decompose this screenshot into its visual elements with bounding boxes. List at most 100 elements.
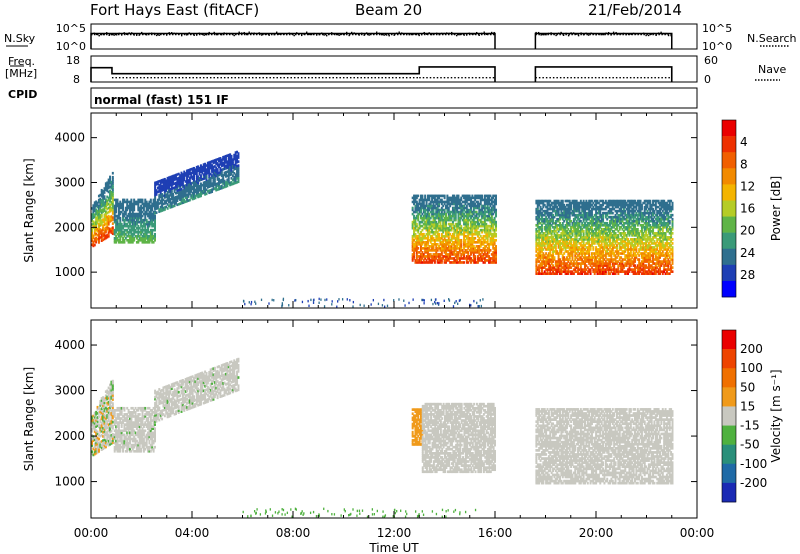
power-panel-cell	[188, 184, 191, 188]
power-panel-cell	[602, 201, 605, 205]
power-panel-cell	[138, 206, 141, 210]
power-panel-cell	[539, 264, 542, 267]
power-panel-cell	[161, 209, 164, 212]
noise-point	[542, 33, 545, 36]
power-panel-cell	[144, 230, 147, 234]
power-panel-cell	[549, 240, 552, 243]
power-panel-cell	[585, 238, 588, 241]
power-panel-cell	[574, 262, 577, 265]
power-panel-cell	[426, 261, 429, 264]
power-panel-cell	[420, 243, 422, 246]
power-panel-cell	[177, 184, 180, 188]
power-panel-cell	[158, 194, 161, 197]
power-panel-cell	[436, 212, 439, 216]
power-panel-cell	[474, 255, 477, 258]
power-panel-cell	[197, 175, 200, 179]
power-panel-cell	[117, 238, 120, 242]
power-panel-cell	[561, 262, 564, 265]
noise-point	[386, 34, 388, 36]
power-panel-cell	[560, 227, 563, 231]
power-panel-cell	[547, 215, 550, 219]
power-panel-cell	[181, 193, 184, 196]
power-panel-cell	[126, 216, 129, 220]
power-panel-cell	[413, 214, 416, 218]
power-panel-cell	[471, 247, 474, 250]
power-panel-cell	[615, 215, 618, 219]
power-panel-cell	[593, 252, 596, 255]
power-panel-cell	[603, 268, 606, 271]
power-panel-cell	[156, 200, 159, 204]
power-panel-cell	[415, 216, 418, 220]
power-panel-cell	[596, 242, 599, 245]
power-panel-cell	[590, 199, 593, 203]
power-panel-cell	[490, 222, 493, 226]
power-panel-cell	[472, 251, 475, 254]
power-panel-cell	[148, 210, 151, 214]
power-panel-cell	[572, 260, 575, 263]
power-panel-cell	[554, 272, 557, 275]
power-panel-cell	[451, 214, 454, 218]
power-panel-cell	[152, 200, 155, 204]
power-panel-cell	[442, 238, 445, 242]
power-panel-cell	[599, 211, 602, 215]
power-panel-cell	[169, 187, 172, 191]
power-panel-cell	[447, 210, 450, 214]
power-panel-cell	[426, 255, 429, 258]
noise-point	[448, 32, 450, 35]
power-panel-cell	[602, 256, 605, 259]
power-panel-cell	[567, 223, 570, 227]
power-panel-cell	[140, 204, 143, 208]
power-panel-cell	[597, 254, 600, 257]
power-panel-cell	[224, 165, 227, 168]
power-panel-cell	[138, 226, 141, 230]
power-panel-cell	[604, 221, 607, 225]
power-panel-cell	[107, 182, 110, 186]
power-panel-cell	[567, 238, 570, 241]
power-panel-cell	[606, 246, 609, 249]
power-panel-cell	[450, 236, 453, 240]
power-panel-cell	[229, 153, 232, 156]
power-panel-cell	[420, 214, 422, 218]
power-panel-cell	[539, 234, 542, 237]
power-panel-cell	[145, 228, 148, 232]
power-panel-cell	[547, 252, 550, 255]
power-panel-cell	[193, 187, 195, 190]
power-panel-cell	[553, 244, 556, 247]
power-panel-cell	[421, 202, 424, 206]
power-panel-cell	[550, 246, 553, 249]
power-panel-cell	[451, 234, 454, 238]
power-panel-cell	[102, 204, 105, 207]
noise-point	[123, 32, 125, 34]
power-panel-cell	[474, 224, 477, 228]
power-panel-cell	[103, 217, 106, 221]
power-panel-cell	[148, 238, 151, 242]
power-panel-cell	[536, 268, 539, 271]
power-panel-cell	[615, 240, 618, 243]
power-panel-cell	[615, 201, 618, 205]
power-panel-cell	[490, 253, 493, 256]
power-panel-cell	[220, 160, 223, 164]
power-panel-cell	[236, 180, 239, 184]
power-panel-cell	[495, 261, 497, 264]
power-panel-cell	[99, 207, 102, 211]
power-panel-cell	[577, 207, 580, 211]
power-panel-cell	[577, 230, 580, 233]
power-panel-cell	[542, 219, 545, 223]
power-panel-cell	[486, 238, 489, 242]
power-panel-cell	[606, 234, 609, 237]
power-panel-cell	[542, 213, 545, 217]
power-panel-cell	[168, 182, 171, 186]
power-panel-cell	[565, 234, 568, 237]
power-panel-cell	[588, 270, 591, 273]
power-panel-cell	[140, 224, 143, 228]
power-panel-cell	[130, 232, 133, 236]
power-panel-cell	[592, 219, 595, 223]
power-panel-cell	[565, 246, 568, 249]
power-panel-cell	[229, 155, 232, 158]
power-panel-cell	[215, 186, 218, 190]
noise-point	[582, 34, 585, 36]
power-panel-cell	[609, 238, 611, 241]
power-panel-cell	[542, 203, 545, 207]
power-panel-cell	[554, 221, 557, 225]
power-panel-cell	[556, 217, 559, 221]
